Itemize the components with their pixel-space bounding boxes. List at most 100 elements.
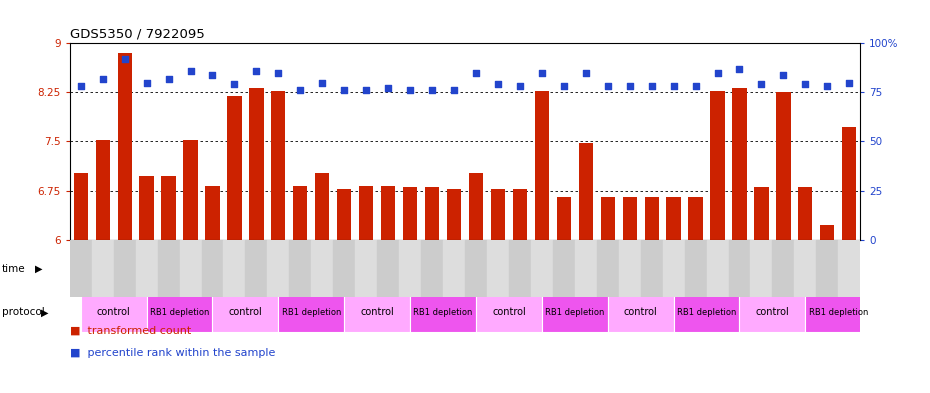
Bar xyxy=(312,240,333,297)
Text: control: control xyxy=(229,307,262,318)
Bar xyxy=(136,240,157,297)
Bar xyxy=(344,293,410,332)
Bar xyxy=(618,240,641,297)
Bar xyxy=(249,88,263,240)
Point xyxy=(337,87,352,94)
Text: RB1 depletion: RB1 depletion xyxy=(150,308,209,317)
Point xyxy=(798,81,813,88)
Bar xyxy=(179,240,202,297)
Bar xyxy=(117,53,132,240)
Bar xyxy=(315,173,329,240)
Point xyxy=(227,81,242,88)
Bar xyxy=(684,240,707,297)
Bar xyxy=(641,240,662,297)
Bar xyxy=(70,240,92,297)
Bar xyxy=(794,240,817,297)
Point xyxy=(644,83,659,90)
Text: 0 h: 0 h xyxy=(138,264,155,274)
Point xyxy=(249,68,264,74)
Point xyxy=(711,70,725,76)
Bar xyxy=(212,293,278,332)
Point xyxy=(425,87,440,94)
Point xyxy=(446,87,461,94)
Text: 8 h: 8 h xyxy=(533,264,551,274)
Bar xyxy=(206,186,219,240)
Text: control: control xyxy=(492,307,525,318)
Point xyxy=(820,83,835,90)
Text: control: control xyxy=(624,307,658,318)
Text: time: time xyxy=(2,264,25,274)
Bar xyxy=(552,240,575,297)
Point xyxy=(183,68,198,74)
Text: RB1 depletion: RB1 depletion xyxy=(677,308,737,317)
Point xyxy=(73,83,88,90)
Bar xyxy=(557,197,571,240)
Bar xyxy=(728,240,751,297)
Bar xyxy=(278,293,344,332)
Bar xyxy=(644,197,658,240)
Bar xyxy=(447,189,461,240)
Bar xyxy=(162,176,176,240)
Point xyxy=(600,83,615,90)
Bar xyxy=(773,240,794,297)
Text: control: control xyxy=(755,307,790,318)
Bar xyxy=(542,293,607,332)
Point xyxy=(622,83,637,90)
Bar xyxy=(820,225,834,240)
Point xyxy=(512,83,527,90)
Point xyxy=(359,87,374,94)
Bar xyxy=(140,176,153,240)
Bar xyxy=(81,250,212,289)
Bar xyxy=(223,240,246,297)
Bar xyxy=(843,127,857,240)
Bar xyxy=(578,143,593,240)
Bar xyxy=(751,240,773,297)
Point xyxy=(315,79,330,86)
Bar xyxy=(476,293,542,332)
Point xyxy=(732,66,747,72)
Bar xyxy=(337,189,352,240)
Bar xyxy=(381,186,395,240)
Point xyxy=(469,70,484,76)
Bar xyxy=(92,240,113,297)
Bar xyxy=(805,293,871,332)
Point xyxy=(842,79,857,86)
Bar xyxy=(469,173,483,240)
Bar xyxy=(817,240,838,297)
Bar xyxy=(739,250,871,289)
Point xyxy=(754,81,769,88)
Text: 2 h: 2 h xyxy=(270,264,287,274)
Bar xyxy=(798,187,813,240)
Bar xyxy=(601,197,615,240)
Bar xyxy=(147,293,212,332)
Bar xyxy=(246,240,267,297)
Point xyxy=(161,75,176,82)
Text: ▶: ▶ xyxy=(41,307,48,318)
Bar xyxy=(777,92,790,240)
Bar xyxy=(443,240,465,297)
Bar xyxy=(662,240,684,297)
Bar xyxy=(289,240,312,297)
Bar xyxy=(491,189,505,240)
Bar xyxy=(732,88,747,240)
Bar xyxy=(425,187,439,240)
Bar xyxy=(293,186,308,240)
Bar xyxy=(739,293,805,332)
Bar xyxy=(531,240,552,297)
Bar xyxy=(344,250,476,289)
Point xyxy=(117,56,132,62)
Bar xyxy=(607,293,673,332)
Point xyxy=(95,75,110,82)
Bar xyxy=(707,240,728,297)
Bar xyxy=(212,250,344,289)
Bar xyxy=(399,240,421,297)
Bar xyxy=(421,240,443,297)
Text: ▶: ▶ xyxy=(35,264,43,274)
Bar xyxy=(73,173,87,240)
Bar xyxy=(512,189,527,240)
Point xyxy=(776,72,790,78)
Bar xyxy=(378,240,399,297)
Bar xyxy=(183,140,198,240)
Point xyxy=(688,83,703,90)
Bar xyxy=(355,240,378,297)
